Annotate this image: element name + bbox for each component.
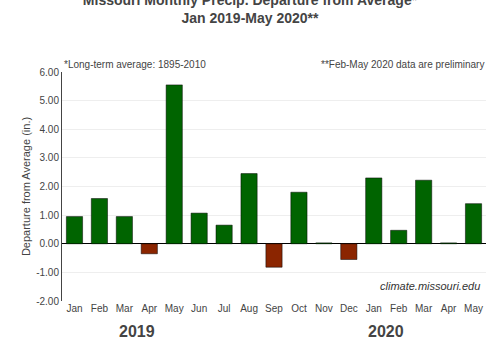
svg-text:4.00: 4.00 [40,124,60,135]
svg-text:Apr: Apr [441,303,457,314]
svg-text:May: May [165,303,184,314]
svg-text:Jun: Jun [191,303,207,314]
svg-text:Aug: Aug [240,303,258,314]
svg-text:**Feb-May 2020 data are prelim: **Feb-May 2020 data are preliminary [321,59,484,70]
svg-text:Missouri Monthly Precip. Depar: Missouri Monthly Precip. Departure from … [83,0,418,26]
svg-text:Mar: Mar [415,303,433,314]
svg-text:Nov: Nov [315,303,333,314]
svg-text:2020: 2020 [368,323,404,340]
svg-text:Jan: Jan [66,303,82,314]
svg-text:1.00: 1.00 [40,210,60,221]
svg-text:climate.missouri.edu: climate.missouri.edu [380,280,480,292]
svg-text:Feb: Feb [390,303,408,314]
svg-text:6.00: 6.00 [40,67,60,78]
svg-text:Mar: Mar [116,303,134,314]
svg-text:*Long-term average: 1895-2010: *Long-term average: 1895-2010 [64,59,206,70]
svg-text:0.00: 0.00 [40,238,60,249]
svg-text:Feb: Feb [91,303,109,314]
svg-text:5.00: 5.00 [40,95,60,106]
svg-text:Dec: Dec [340,303,358,314]
svg-text:Sep: Sep [265,303,283,314]
svg-text:-2.00: -2.00 [36,296,59,307]
svg-text:Jul: Jul [218,303,231,314]
svg-text:May: May [464,303,483,314]
svg-text:Apr: Apr [142,303,158,314]
svg-text:2019: 2019 [119,323,155,340]
svg-text:-1.00: -1.00 [36,267,59,278]
svg-text:Oct: Oct [291,303,307,314]
svg-text:Jan: Jan [366,303,382,314]
svg-text:3.00: 3.00 [40,152,60,163]
svg-text:Departure from Average (in.): Departure from Average (in.) [20,117,32,256]
svg-text:2.00: 2.00 [40,181,60,192]
